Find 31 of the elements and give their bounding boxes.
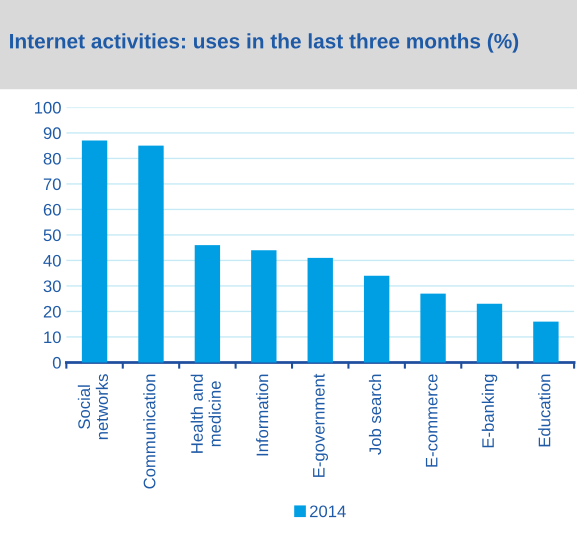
bar bbox=[308, 258, 333, 362]
y-tick-label: 100 bbox=[34, 102, 61, 114]
x-tick-label: Communication bbox=[143, 374, 156, 489]
x-tick-label: Health and medicine bbox=[190, 374, 221, 453]
y-tick-label: 30 bbox=[44, 280, 61, 292]
x-tick-label: Job search bbox=[368, 374, 382, 455]
x-tick-label: Education bbox=[538, 374, 550, 446]
y-tick-label: 80 bbox=[44, 152, 61, 165]
y-tick-label: 10 bbox=[44, 331, 61, 344]
y-tick-label: 90 bbox=[44, 127, 61, 140]
x-tick-label: E-banking bbox=[482, 374, 498, 448]
bar bbox=[420, 294, 446, 362]
bar bbox=[364, 276, 390, 362]
bar bbox=[194, 245, 220, 362]
bar bbox=[82, 140, 108, 362]
x-tick-label: E-government bbox=[313, 374, 328, 477]
x-tick-label: Information bbox=[256, 374, 268, 456]
chart-title: Internet activities: uses in the last three months (%) bbox=[10, 33, 518, 53]
legend-label: 2014 bbox=[310, 505, 346, 518]
bar bbox=[476, 304, 502, 362]
bar bbox=[138, 146, 164, 362]
bar bbox=[533, 322, 559, 362]
bar bbox=[251, 250, 277, 362]
y-tick-label: 60 bbox=[44, 204, 61, 216]
y-tick-label: 20 bbox=[44, 306, 61, 318]
y-tick-label: 50 bbox=[44, 229, 61, 242]
x-tick-label: Social networks bbox=[78, 374, 108, 440]
y-tick-label: 0 bbox=[52, 356, 61, 369]
y-tick-label: 70 bbox=[44, 178, 61, 190]
y-tick-label: 40 bbox=[43, 254, 61, 267]
x-tick-label: E-commerce bbox=[426, 374, 438, 467]
